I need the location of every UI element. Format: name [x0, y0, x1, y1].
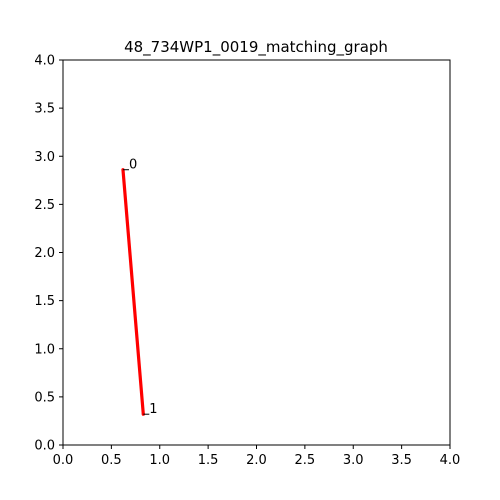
y-tick-label: 2.0: [34, 246, 55, 261]
x-tick-label: 2.5: [295, 453, 316, 468]
y-tick-label: 2.5: [34, 198, 55, 213]
x-tick-label: 1.5: [198, 453, 219, 468]
point-label: 0: [129, 158, 137, 173]
x-tick-label: 4.0: [440, 453, 461, 468]
y-tick-label: 3.0: [34, 150, 55, 165]
y-tick-label: 0.0: [34, 439, 55, 454]
x-axis: 0.0 0.5 1.0 1.5 2.0 2.5 3.0 3.5 4.0: [53, 445, 461, 468]
x-tick-label: 1.0: [149, 453, 170, 468]
y-axis: 0.0 0.5 1.0 1.5 2.0 2.5 3.0 3.5 4.0: [34, 54, 63, 454]
y-tick-label: 3.5: [34, 102, 55, 117]
y-tick-label: 0.5: [34, 390, 55, 405]
y-tick-label: 4.0: [34, 54, 55, 69]
axes-frame: [62, 59, 451, 446]
plot-area: 01: [121, 158, 158, 417]
x-tick-label: 2.0: [246, 453, 267, 468]
matching-edge: [121, 169, 145, 415]
x-tick-label: 3.0: [343, 453, 364, 468]
x-tick-label: 3.5: [391, 453, 412, 468]
x-tick-label: 0.0: [53, 453, 74, 468]
chart-title: 48_734WP1_0019_matching_graph: [124, 38, 388, 57]
y-tick-label: 1.5: [34, 294, 55, 309]
data-point: [141, 412, 145, 416]
y-tick-label: 1.0: [34, 342, 55, 357]
point-label: 1: [149, 402, 157, 417]
x-tick-label: 0.5: [101, 453, 122, 468]
